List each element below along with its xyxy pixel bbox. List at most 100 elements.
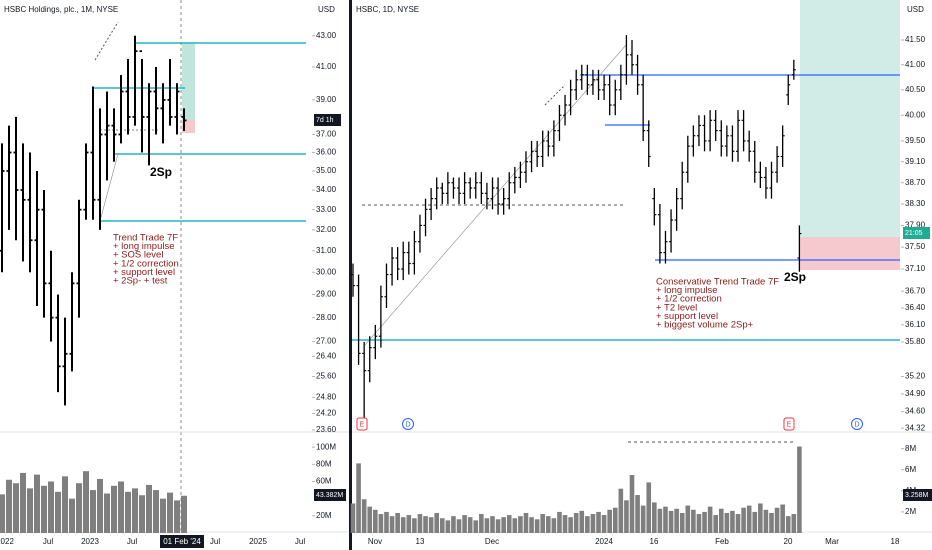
y-tick-label: 35.00 bbox=[316, 166, 337, 175]
volume-bar bbox=[456, 519, 462, 533]
y-tick-label: 37.90 bbox=[905, 221, 926, 230]
volume-bar bbox=[445, 520, 451, 533]
note-line: + long impulse bbox=[113, 241, 175, 252]
volume-bar bbox=[467, 517, 473, 533]
price-badge-label: 7d 1h bbox=[316, 117, 334, 124]
volume-bar bbox=[434, 512, 439, 533]
y-tick-label: 31.00 bbox=[316, 246, 337, 255]
volume-bar bbox=[652, 502, 657, 533]
volume-bar bbox=[439, 518, 445, 533]
y-tick-label: 37.50 bbox=[905, 242, 926, 251]
volume-bar bbox=[167, 492, 173, 533]
volume-tick-label: 8M bbox=[905, 444, 916, 453]
annotation: 2Sp bbox=[784, 270, 806, 284]
volume-bar bbox=[579, 510, 585, 533]
note-line: + 1/2 correction bbox=[113, 258, 179, 269]
volume-bar bbox=[746, 505, 752, 533]
volume-bar bbox=[780, 504, 785, 533]
x-label-highlight bbox=[160, 535, 204, 548]
volume-bar bbox=[713, 515, 718, 533]
x-tick-label: Mar bbox=[825, 537, 839, 546]
volume-bar bbox=[696, 514, 702, 533]
x-tick-label: 13 bbox=[416, 537, 425, 546]
volume-tick-label: 60M bbox=[316, 477, 332, 486]
volume-bar bbox=[41, 485, 47, 533]
volume-bar bbox=[573, 512, 579, 533]
volume-bar bbox=[428, 517, 434, 533]
volume-bar bbox=[797, 446, 802, 533]
volume-bar bbox=[76, 483, 82, 533]
volume-bar bbox=[551, 518, 557, 533]
volume-tick-label: 2M bbox=[905, 507, 916, 516]
x-tick-label: 01 Feb '24 bbox=[163, 537, 201, 546]
y-tick-label: 41.00 bbox=[316, 62, 337, 71]
y-tick-label: 32.00 bbox=[316, 225, 337, 234]
note-line: + SOS level bbox=[113, 250, 163, 261]
volume-bar bbox=[27, 488, 33, 533]
y-tick-label: 33.00 bbox=[316, 205, 337, 214]
event-label: E bbox=[787, 421, 792, 428]
y-tick-label: 37.00 bbox=[316, 130, 337, 139]
volume-bar bbox=[640, 505, 646, 533]
note-line: + support level bbox=[113, 267, 175, 278]
volume-bar bbox=[356, 463, 361, 533]
stop-zone bbox=[182, 120, 195, 133]
volume-bar bbox=[423, 516, 428, 533]
volume-bar bbox=[601, 515, 607, 533]
volume-bar bbox=[702, 511, 707, 533]
volume-tick-label: 100M bbox=[316, 442, 336, 451]
y-tick-label: 30.00 bbox=[316, 267, 337, 276]
path-arrow bbox=[94, 21, 119, 61]
volume-bar bbox=[691, 509, 696, 533]
y-tick-label: 38.70 bbox=[905, 178, 926, 187]
y-tick-label: 35.20 bbox=[905, 372, 926, 381]
volume-bar bbox=[69, 498, 75, 533]
volume-bar bbox=[724, 512, 730, 533]
volume-bar bbox=[400, 517, 406, 533]
y-tick-label: 37.10 bbox=[905, 264, 926, 273]
volume-bar bbox=[540, 514, 546, 533]
volume-badge bbox=[314, 489, 346, 501]
volume-bar bbox=[546, 516, 551, 533]
volume-bar bbox=[462, 515, 467, 533]
volume-bar bbox=[361, 499, 367, 533]
volume-bar bbox=[557, 511, 562, 533]
x-tick-label: 2023 bbox=[81, 537, 99, 546]
volume-bar bbox=[758, 503, 763, 533]
target-zone bbox=[800, 0, 900, 237]
y-tick-label: 34.00 bbox=[316, 185, 337, 194]
trend-line bbox=[99, 153, 119, 222]
volume-bar bbox=[367, 506, 373, 533]
y-tick-label: 34.90 bbox=[905, 389, 926, 398]
volume-tick-label: 6M bbox=[905, 465, 916, 474]
y-tick-label: 29.00 bbox=[316, 290, 337, 299]
note-line: + 1/2 correction bbox=[656, 294, 722, 305]
volume-bar bbox=[490, 516, 495, 533]
volume-bar bbox=[495, 519, 501, 533]
y-tick-label: 43.00 bbox=[316, 31, 337, 40]
volume-bar bbox=[629, 475, 635, 533]
stop-zone bbox=[800, 237, 900, 270]
volume-bar bbox=[83, 471, 89, 533]
volume-badge-label: 3.258M bbox=[905, 492, 929, 499]
volume-bar bbox=[741, 507, 746, 533]
panel-divider bbox=[349, 0, 352, 550]
event-icon bbox=[851, 418, 863, 430]
x-tick-label: Jul bbox=[295, 537, 305, 546]
y-tick-label: 36.00 bbox=[316, 148, 337, 157]
event-icon bbox=[356, 417, 368, 431]
y-tick-label: 26.40 bbox=[316, 351, 337, 360]
volume-bar bbox=[417, 514, 423, 533]
note-line: + T2 level bbox=[656, 302, 697, 313]
volume-bar bbox=[730, 510, 735, 533]
volume-bar bbox=[97, 478, 103, 533]
y-tick-label: 40.00 bbox=[905, 110, 926, 119]
volume-bar bbox=[663, 506, 668, 533]
volume-bar bbox=[55, 491, 61, 533]
volume-bar bbox=[118, 481, 124, 533]
y-tick-label: 36.10 bbox=[905, 320, 926, 329]
volume-bar bbox=[384, 511, 389, 533]
volume-bar bbox=[646, 482, 652, 533]
y-tick-label: 38.30 bbox=[905, 199, 926, 208]
volume-bar bbox=[62, 476, 68, 533]
